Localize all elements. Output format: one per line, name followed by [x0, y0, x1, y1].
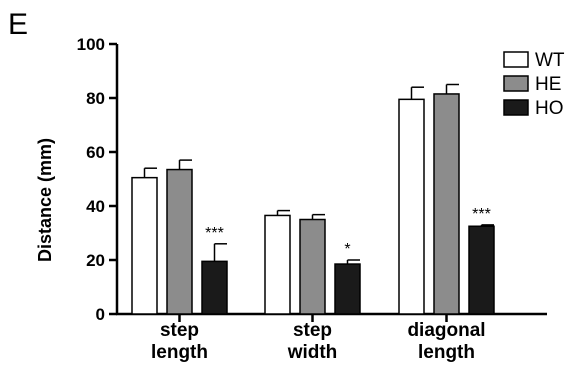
panel-label: E	[8, 8, 28, 41]
y-tick-label: 80	[86, 89, 105, 108]
legend-swatch-he	[503, 75, 529, 92]
y-tick-label: 20	[86, 251, 105, 270]
y-tick-label: 40	[86, 197, 105, 216]
x-tick-label: length	[418, 342, 475, 363]
x-tick-label: length	[151, 342, 208, 363]
x-tick-label: width	[287, 342, 338, 363]
significance-label: ***	[472, 206, 491, 223]
bar-wt	[264, 214, 291, 315]
bar-wt	[398, 98, 425, 315]
legend: WT HE HO	[503, 50, 565, 119]
bar-he	[299, 218, 326, 315]
bar-ho	[468, 225, 495, 315]
y-axis-label: Distance (mm)	[35, 138, 55, 262]
bar-wt	[131, 176, 158, 315]
y-tick-label: 0	[96, 305, 105, 324]
legend-label-he: HE	[535, 74, 561, 95]
legend-label-ho: HO	[535, 98, 564, 119]
bars: *******	[131, 83, 495, 315]
bar-he	[433, 93, 460, 315]
legend-swatch-wt	[503, 51, 529, 68]
bar-ho	[334, 263, 361, 315]
legend-label-wt: WT	[535, 50, 565, 71]
bar-ho	[201, 260, 228, 315]
bar-he	[166, 168, 193, 315]
legend-swatch-ho	[503, 99, 529, 116]
significance-label: ***	[205, 225, 224, 242]
x-tick-label: diagonal	[407, 320, 485, 341]
axes: 020406080100steplengthstepwidthdiagonall…	[77, 35, 547, 363]
y-tick-label: 100	[77, 35, 105, 54]
x-tick-label: step	[160, 320, 199, 341]
significance-label: *	[344, 241, 350, 258]
y-tick-label: 60	[86, 143, 105, 162]
x-tick-label: step	[293, 320, 332, 341]
